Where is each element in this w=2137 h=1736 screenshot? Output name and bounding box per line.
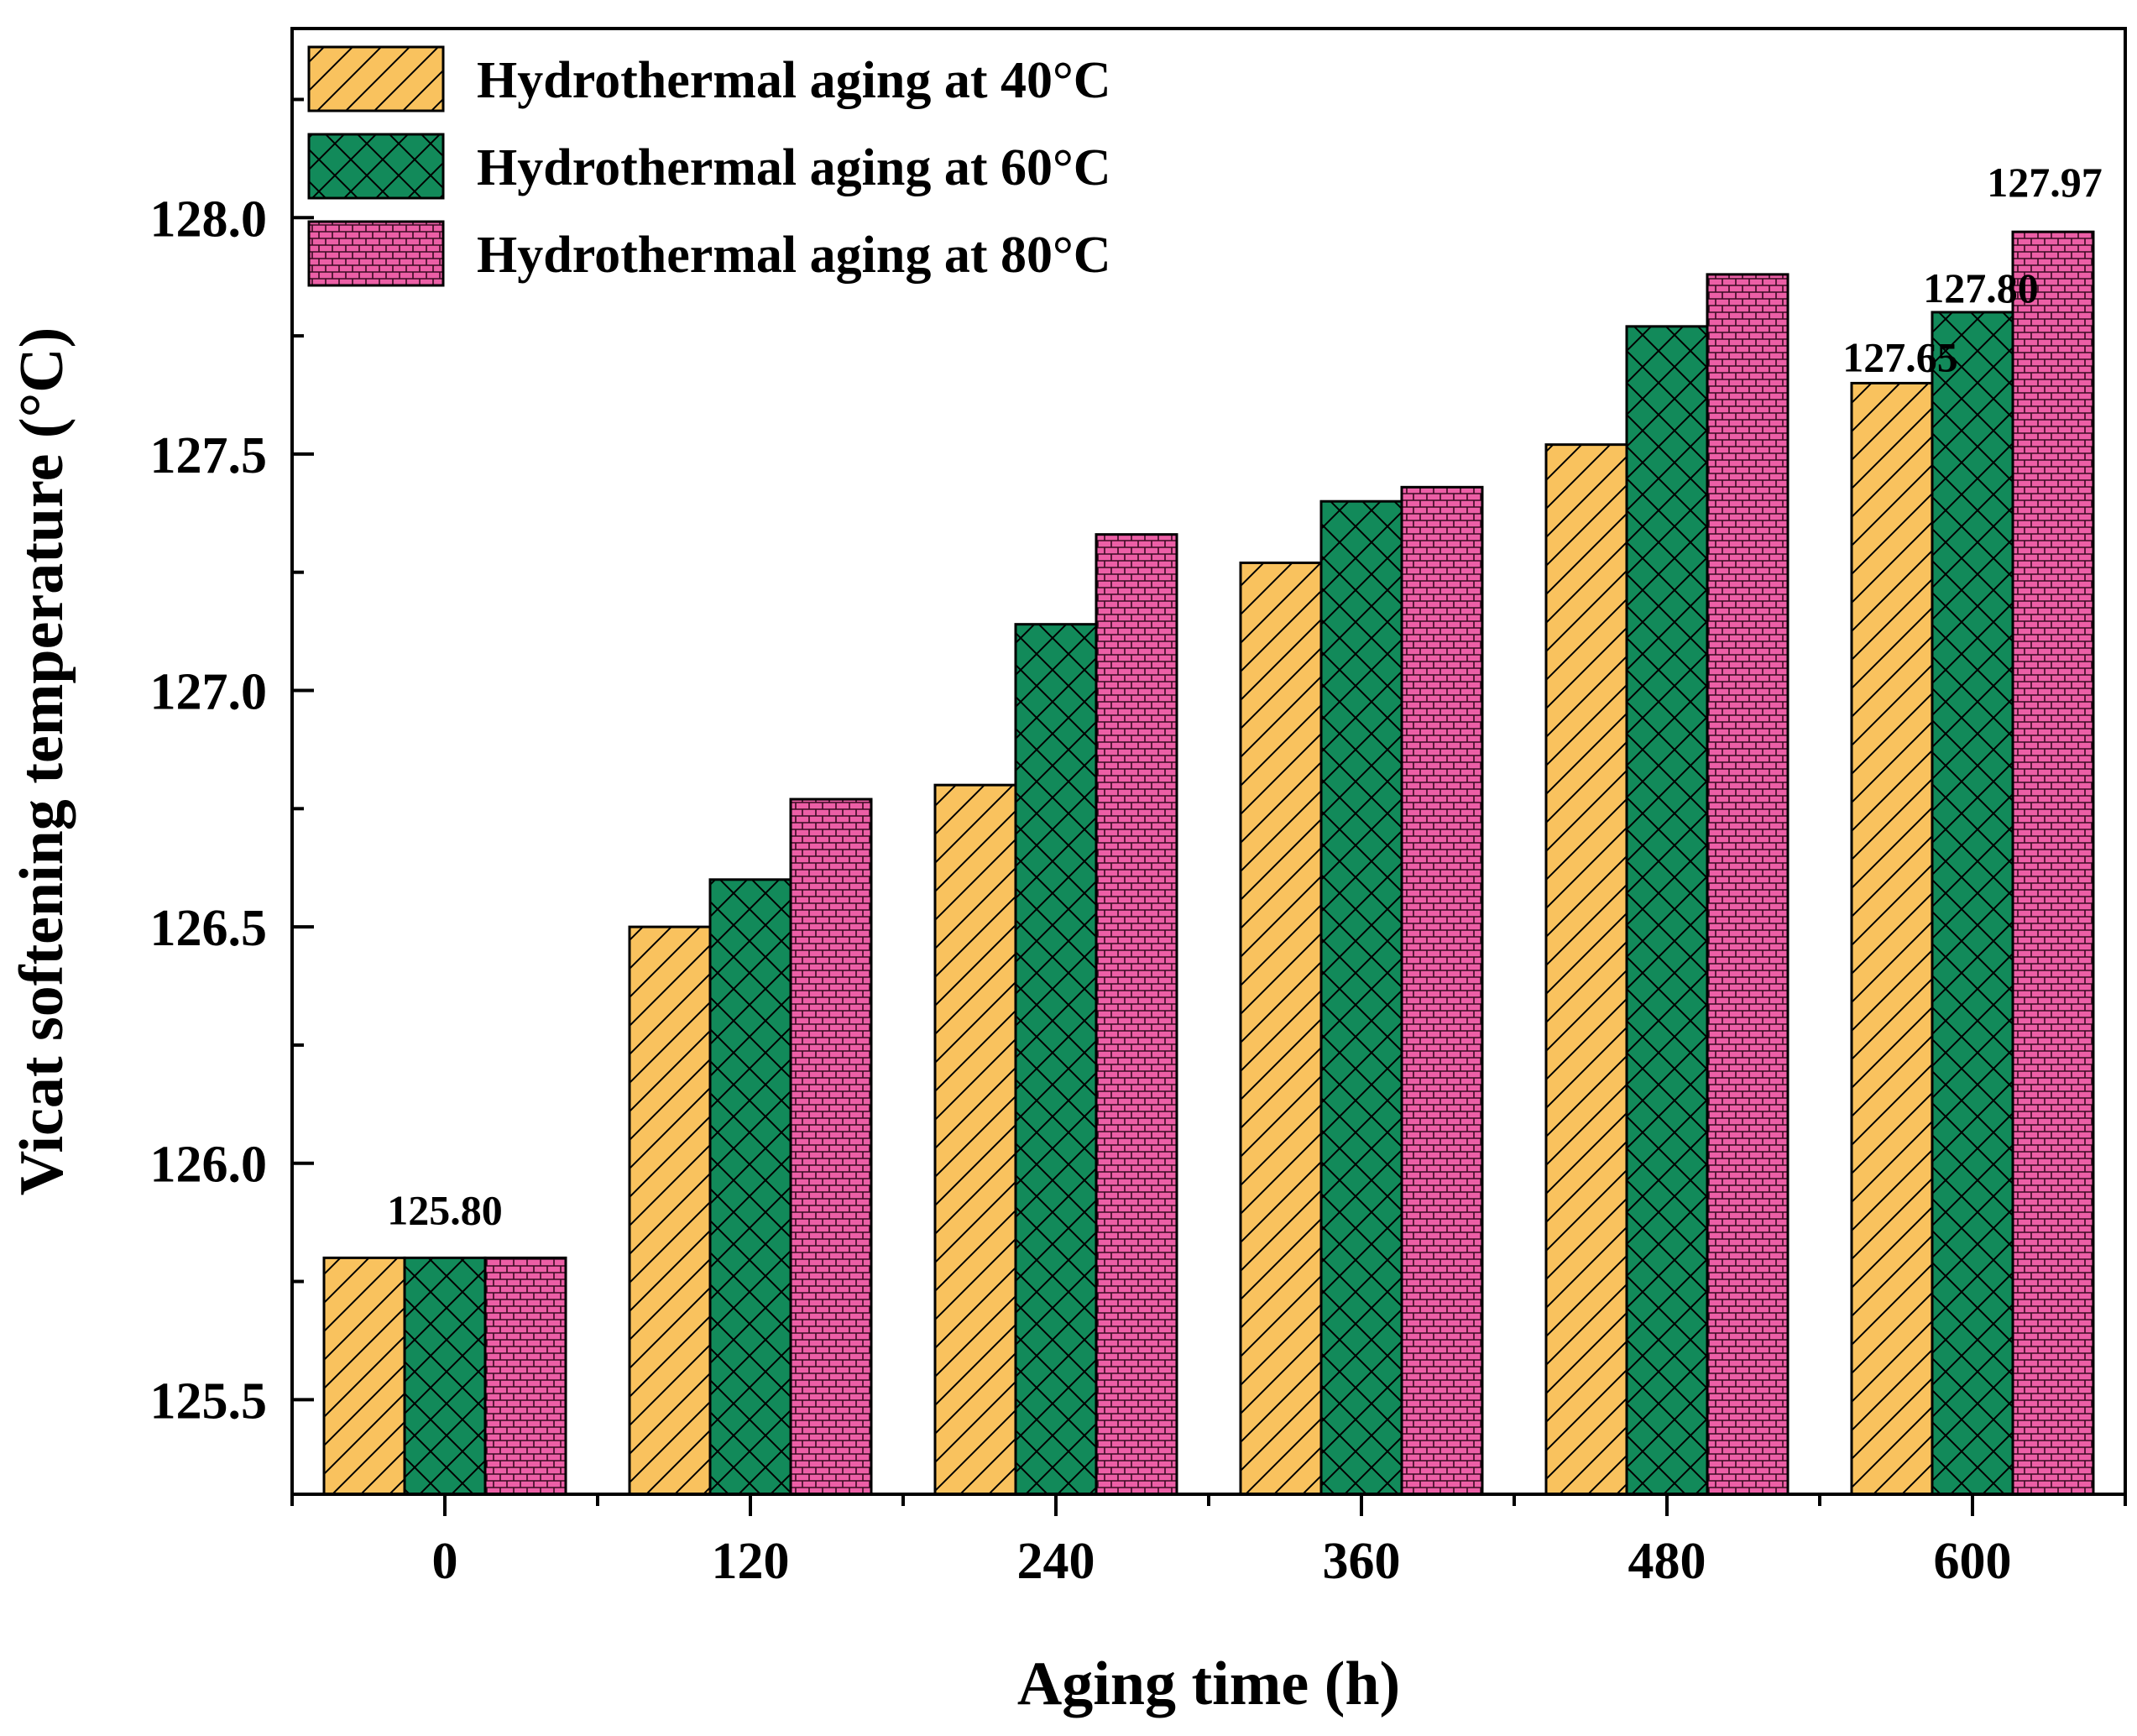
bar-s2-480 [1706, 273, 1790, 1496]
data-label-2: 127.80 [1923, 264, 2039, 311]
y-axis-title: Vicat softening temperature (°C) [8, 327, 76, 1195]
legend-label-2: Hydrothermal aging at 80°C [477, 227, 1111, 284]
y-tick-label-4: 127.5 [150, 427, 268, 484]
bar-s1-120 [708, 878, 792, 1496]
bar-s0-120 [628, 925, 712, 1496]
bar-s0-360 [1239, 561, 1323, 1496]
x-tick-label-1: 120 [712, 1533, 790, 1590]
bar-s1-480 [1625, 325, 1709, 1496]
bar-s1-0 [403, 1256, 487, 1496]
x-tick-label-3: 360 [1323, 1533, 1401, 1590]
y-axis: 125.5 126.0 126.5 127.0 127.5 128.0 [150, 97, 314, 1430]
legend-label-1: Hydrothermal aging at 60°C [477, 139, 1111, 196]
y-tick-label-0: 125.5 [150, 1373, 268, 1430]
bar-s2-600 [2011, 230, 2095, 1496]
x-axis: 0 120 240 360 480 600 [290, 1494, 2127, 1590]
legend: Hydrothermal aging at 40°C Hydrothermal a… [307, 45, 1111, 287]
x-tick-label-2: 240 [1017, 1533, 1095, 1590]
x-tick-label-4: 480 [1628, 1533, 1706, 1590]
bar-s1-600 [1931, 311, 2014, 1496]
bar-s2-0 [483, 1256, 567, 1496]
y-tick-label-3: 127.0 [150, 664, 268, 721]
bar-s1-240 [1014, 623, 1098, 1496]
legend-swatch-2 [307, 220, 445, 287]
legend-label-0: Hydrothermal aging at 40°C [477, 52, 1111, 109]
bar-s0-0 [322, 1256, 406, 1496]
data-label-0: 125.80 [387, 1186, 503, 1233]
bar-s1-360 [1319, 499, 1403, 1496]
data-label-3: 127.97 [1987, 159, 2103, 206]
bar-s2-240 [1095, 533, 1178, 1496]
x-tick-label-0: 0 [432, 1533, 458, 1590]
legend-swatch-0 [307, 45, 445, 112]
x-tick-label-5: 600 [1934, 1533, 2012, 1590]
bar-s0-600 [1850, 381, 1934, 1496]
data-labels: 125.80 127.65 127.80 127.97 [387, 159, 2103, 1233]
y-tick-label-5: 128.0 [150, 191, 268, 248]
data-label-1: 127.65 [1842, 333, 1958, 380]
legend-swatch-1 [307, 133, 445, 200]
bar-s0-480 [1544, 443, 1628, 1496]
plot-area: 125.5 126.0 126.5 127.0 127.5 128.0 0 120 240 36… [150, 27, 2127, 1590]
y-tick-label-1: 126.0 [150, 1137, 268, 1194]
bar-s2-360 [1400, 485, 1484, 1496]
bar-s2-120 [789, 797, 873, 1496]
bar-s0-240 [933, 783, 1017, 1496]
x-axis-title: Aging time (h) [1017, 1650, 1400, 1718]
bars-layer [322, 230, 2095, 1496]
y-tick-label-2: 126.5 [150, 900, 268, 957]
